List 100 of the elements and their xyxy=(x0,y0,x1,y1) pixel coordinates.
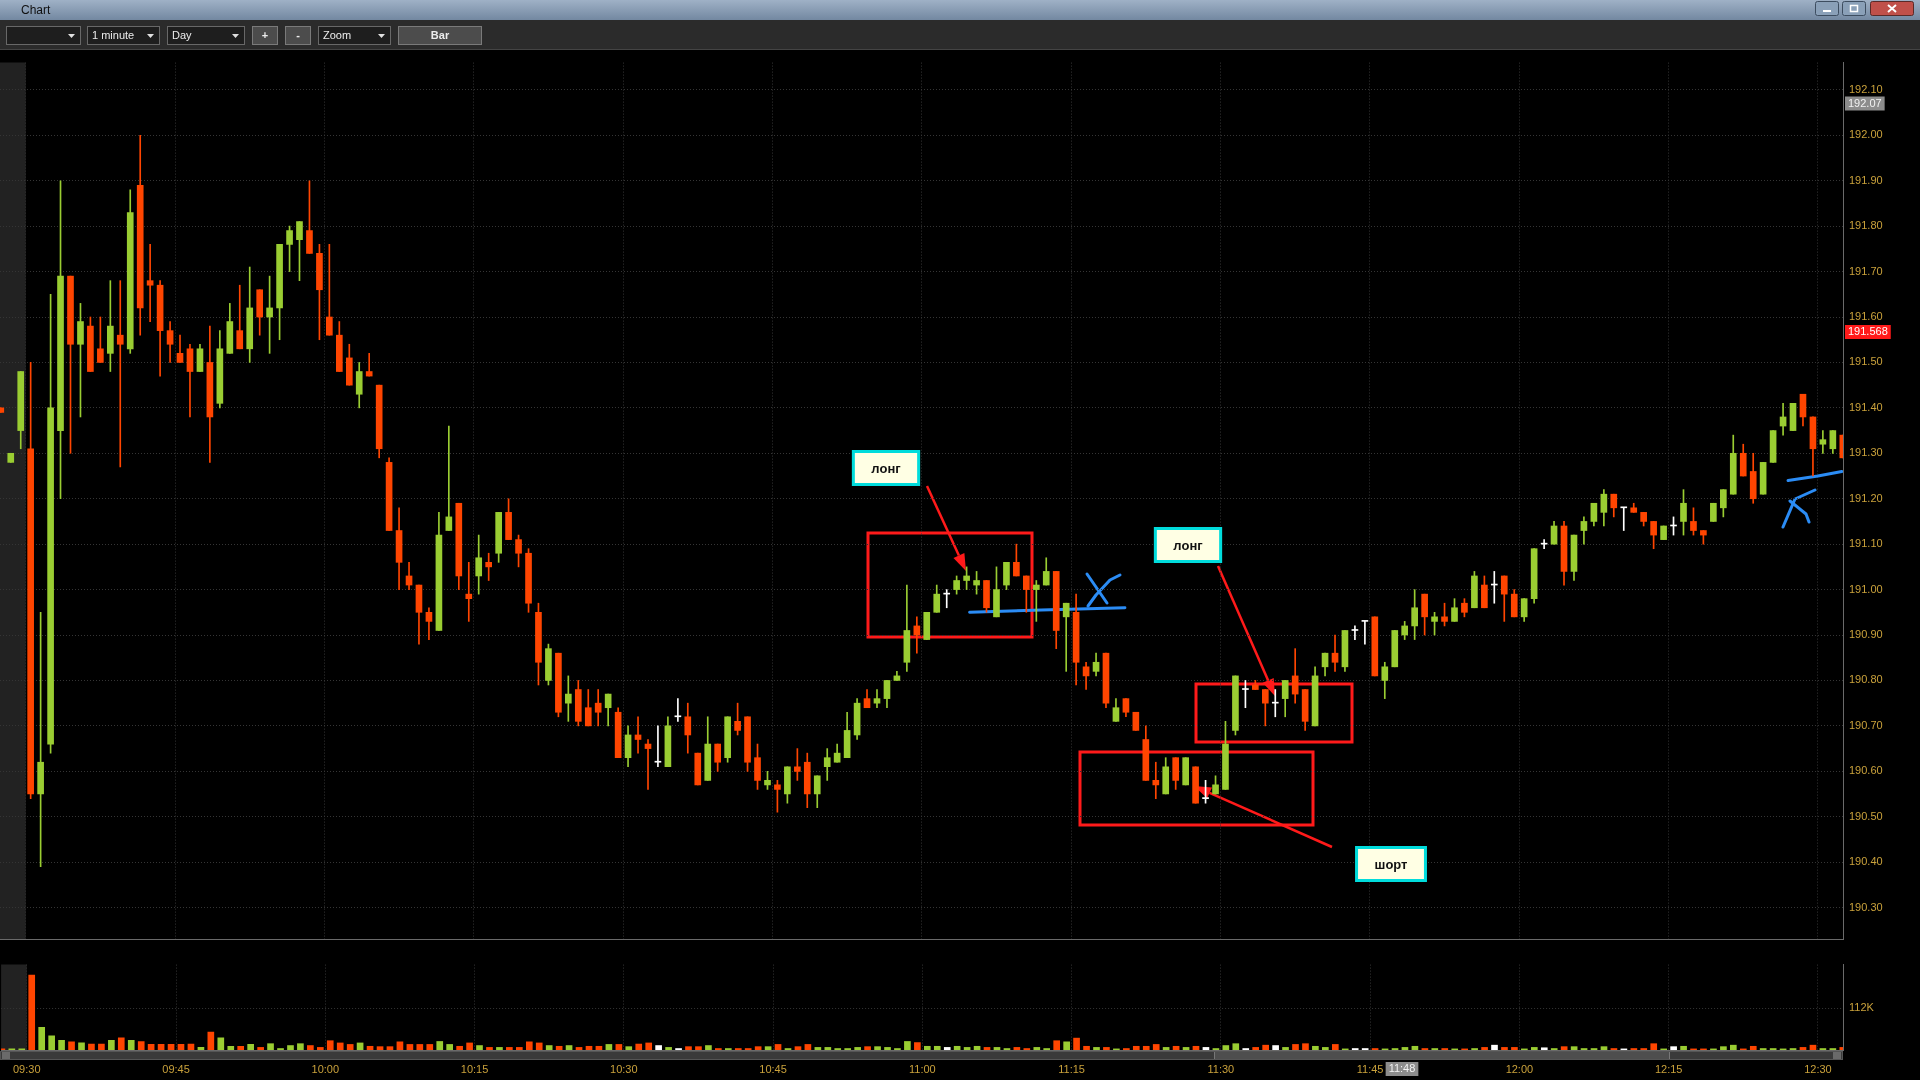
bar xyxy=(307,1045,314,1050)
bar xyxy=(177,1044,185,1050)
y-tick-label: 190.70 xyxy=(1849,718,1883,731)
dropdown: Zoom xyxy=(318,26,391,45)
bar xyxy=(117,1037,125,1050)
bar xyxy=(1720,1046,1727,1050)
bar xyxy=(1182,1047,1190,1050)
y-tick-label: 191.40 xyxy=(1849,400,1883,413)
bar xyxy=(386,1046,394,1050)
candlestick xyxy=(1819,430,1827,454)
x-tick-label: 11:15 xyxy=(1058,1062,1085,1075)
bar xyxy=(88,1043,95,1050)
y-tick-label: 191.20 xyxy=(1849,491,1883,504)
y-tick-label: 190.60 xyxy=(1849,764,1883,777)
chart-title: Chart xyxy=(21,3,51,17)
bar xyxy=(217,1037,225,1050)
bar xyxy=(1073,1037,1080,1050)
dropdown: 1 minute xyxy=(87,26,160,45)
bar xyxy=(685,1046,692,1050)
x-tick-label: 09:30 xyxy=(13,1062,41,1075)
candlestick xyxy=(1062,602,1070,672)
bar xyxy=(814,1047,822,1050)
bar xyxy=(794,1046,802,1050)
bar xyxy=(993,1047,1001,1050)
bar xyxy=(1272,1045,1279,1050)
candlestick xyxy=(465,562,473,622)
y-tick-label: 191.50 xyxy=(1849,355,1883,368)
bar xyxy=(545,1045,553,1050)
bar xyxy=(157,1044,165,1050)
button: - xyxy=(285,26,311,45)
bar xyxy=(346,1044,354,1050)
bar xyxy=(1262,1044,1269,1050)
bar xyxy=(665,1047,672,1050)
candlestick xyxy=(1032,580,1040,622)
bar xyxy=(68,1041,75,1050)
bar xyxy=(655,1045,662,1050)
bar xyxy=(317,1047,324,1050)
bar xyxy=(167,1044,175,1050)
bar xyxy=(406,1044,414,1050)
y-tick-label: 190.30 xyxy=(1849,900,1883,913)
button: Bar xyxy=(398,26,482,45)
bar xyxy=(943,1047,951,1050)
candlestick xyxy=(674,698,682,722)
y-tick-label: 192.00 xyxy=(1849,128,1883,141)
bar xyxy=(754,1046,762,1050)
y-tick-label: 112K xyxy=(1849,1001,1875,1014)
bar xyxy=(58,1040,65,1050)
x-tick-label: 12:30 xyxy=(1804,1062,1832,1075)
bar xyxy=(1491,1044,1498,1050)
bar xyxy=(625,1046,633,1050)
bar xyxy=(38,1027,46,1050)
bar xyxy=(645,1042,653,1050)
bar xyxy=(1033,1047,1041,1050)
bar xyxy=(904,1041,911,1050)
bar xyxy=(48,1035,55,1050)
bar xyxy=(1570,1046,1578,1050)
y-tick-label: 191.90 xyxy=(1849,173,1883,186)
bar xyxy=(1560,1046,1568,1050)
y-tick-label: 190.80 xyxy=(1849,673,1883,686)
text: 11:48 xyxy=(1388,1062,1416,1075)
bar xyxy=(1600,1046,1608,1050)
bar xyxy=(605,1044,613,1050)
bar xyxy=(1302,1043,1309,1050)
bar xyxy=(1501,1047,1508,1050)
bar xyxy=(247,1044,254,1050)
bar xyxy=(1053,1040,1061,1050)
y-tick-label: 191.60 xyxy=(1849,310,1883,323)
bar xyxy=(287,1045,294,1050)
bar xyxy=(1680,1045,1687,1050)
bar xyxy=(516,1047,523,1050)
x-tick-label: 10:15 xyxy=(460,1062,489,1075)
bar xyxy=(615,1044,623,1050)
bar xyxy=(257,1047,264,1050)
bar xyxy=(506,1047,513,1050)
bar xyxy=(1799,1047,1807,1050)
candlestick xyxy=(1620,506,1628,531)
bar xyxy=(78,1042,85,1050)
annotation: лонг xyxy=(1173,537,1204,553)
bar xyxy=(804,1044,812,1050)
bar xyxy=(525,1041,533,1050)
bar xyxy=(456,1045,463,1050)
bar xyxy=(1511,1047,1518,1050)
bar xyxy=(1063,1041,1070,1050)
bar xyxy=(1729,1044,1737,1050)
bar xyxy=(147,1044,155,1050)
annotation: лонг xyxy=(871,460,902,476)
x-tick-label: 10:45 xyxy=(759,1062,787,1075)
x-tick-label: 11:30 xyxy=(1207,1062,1235,1075)
bar xyxy=(1401,1047,1409,1050)
bar xyxy=(1540,1047,1548,1050)
bar xyxy=(436,1041,444,1050)
bar xyxy=(486,1047,493,1050)
y-tick-label: 191.30 xyxy=(1849,446,1883,459)
bar xyxy=(1650,1043,1658,1050)
bar xyxy=(237,1045,245,1050)
bar xyxy=(476,1045,483,1050)
bar xyxy=(127,1040,135,1050)
bar xyxy=(705,1045,712,1050)
bar xyxy=(635,1043,643,1050)
dropdown: Day xyxy=(167,26,245,45)
